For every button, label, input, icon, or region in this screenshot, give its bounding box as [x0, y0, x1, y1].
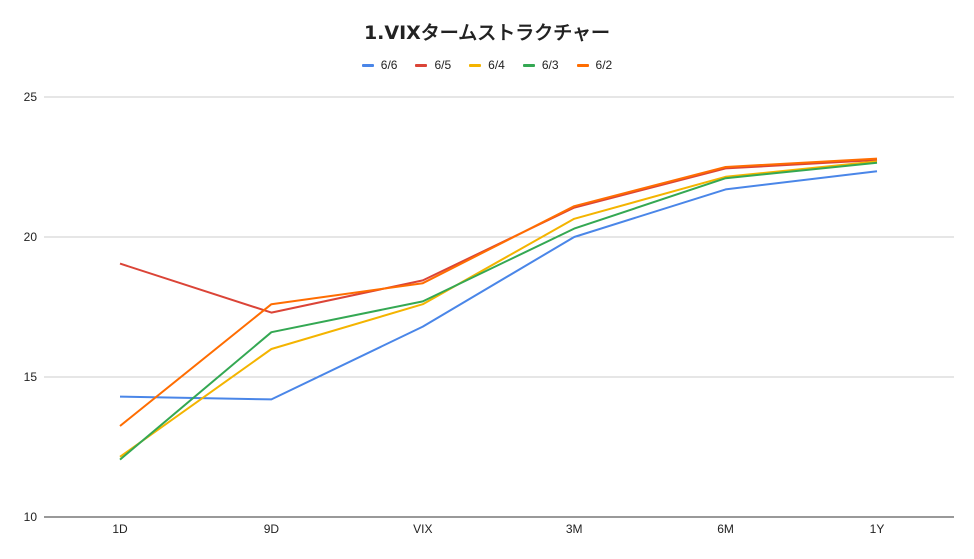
legend-label: 6/6 [380, 58, 398, 72]
x-tick-label: 6M [717, 522, 734, 536]
legend-label: 6/5 [434, 58, 452, 72]
legend-item: 6/4 [469, 58, 505, 72]
legend-label: 6/2 [595, 58, 613, 72]
y-tick-label: 10 [24, 510, 38, 524]
x-axis-ticks: 1D 9D VIX 3M 6M 1Y [112, 522, 884, 536]
legend-swatch [361, 63, 374, 67]
series-layer [119, 157, 878, 461]
legend-item: 6/3 [522, 58, 559, 72]
legend-item: 6/2 [576, 58, 613, 72]
y-tick-label: 20 [24, 230, 38, 244]
x-tick-label: 1D [112, 522, 128, 536]
legend-swatch [522, 63, 535, 67]
legend-swatch [576, 63, 589, 67]
series-line [119, 160, 878, 458]
x-tick-label: VIX [413, 522, 432, 536]
x-tick-label: 9D [264, 522, 280, 536]
legend-label: 6/4 [488, 58, 505, 72]
y-tick-label: 25 [24, 90, 38, 104]
x-tick-label: 3M [566, 522, 583, 536]
legend-item: 6/6 [361, 58, 398, 72]
grid-layer [44, 96, 954, 518]
series-line [119, 159, 878, 314]
y-tick-label: 15 [24, 370, 38, 384]
legend: 6/6 6/5 6/4 6/3 6/2 [0, 58, 974, 72]
chart-title: 1.VIXタームストラクチャー [363, 22, 611, 44]
x-tick-label: 1Y [870, 522, 885, 536]
legend-label: 6/3 [541, 58, 559, 72]
series-line [119, 161, 878, 461]
y-axis-ticks: 10 15 20 25 [24, 90, 38, 524]
series-line [119, 170, 878, 401]
legend-item: 6/5 [415, 58, 451, 72]
legend-swatch [469, 63, 482, 67]
series-line [119, 157, 878, 427]
legend-swatch [415, 63, 428, 67]
